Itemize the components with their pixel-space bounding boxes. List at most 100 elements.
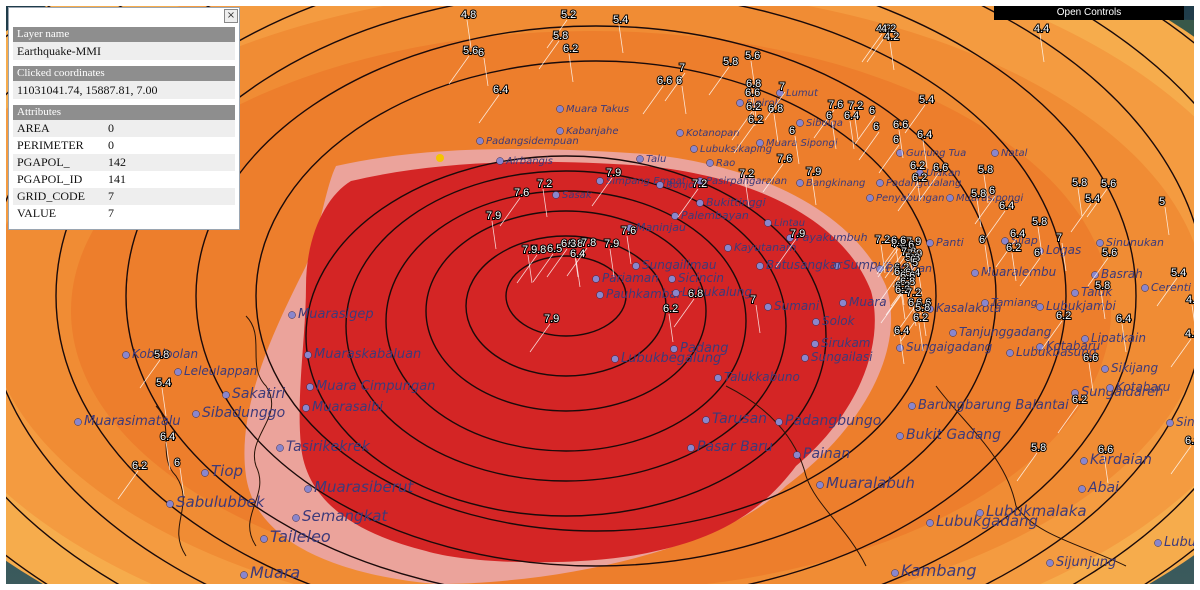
station-marker[interactable] bbox=[1141, 284, 1149, 292]
station-marker[interactable] bbox=[1071, 389, 1079, 397]
station-marker[interactable] bbox=[74, 418, 82, 426]
station-marker[interactable] bbox=[288, 311, 296, 319]
station-marker[interactable] bbox=[1096, 239, 1104, 247]
station-marker[interactable] bbox=[971, 269, 979, 277]
station-marker[interactable] bbox=[891, 569, 899, 577]
mmi-leader-line bbox=[918, 172, 940, 202]
station-marker[interactable] bbox=[596, 291, 604, 299]
station-marker[interactable] bbox=[687, 444, 695, 452]
mmi-value-label: 6.2 bbox=[1072, 394, 1087, 406]
station-marker[interactable] bbox=[240, 571, 248, 579]
station-marker[interactable] bbox=[1081, 335, 1089, 343]
station-marker[interactable] bbox=[833, 262, 841, 270]
station-marker[interactable] bbox=[756, 262, 764, 270]
station-marker[interactable] bbox=[1078, 485, 1086, 493]
station-marker[interactable] bbox=[1036, 303, 1044, 311]
station-marker[interactable] bbox=[1071, 289, 1079, 297]
station-marker[interactable] bbox=[896, 432, 904, 440]
station-marker[interactable] bbox=[592, 275, 600, 283]
station-marker[interactable] bbox=[656, 181, 664, 189]
station-marker[interactable] bbox=[786, 234, 794, 242]
station-marker[interactable] bbox=[1106, 384, 1114, 392]
station-marker[interactable] bbox=[556, 105, 564, 113]
station-marker[interactable] bbox=[775, 418, 783, 426]
station-marker[interactable] bbox=[714, 374, 722, 382]
station-marker[interactable] bbox=[276, 444, 284, 452]
station-marker[interactable] bbox=[991, 149, 999, 157]
station-marker[interactable] bbox=[476, 137, 484, 145]
station-marker[interactable] bbox=[611, 355, 619, 363]
station-marker[interactable] bbox=[1080, 457, 1088, 465]
station-marker[interactable] bbox=[949, 329, 957, 337]
station-marker[interactable] bbox=[736, 99, 744, 107]
station-marker[interactable] bbox=[1166, 419, 1174, 427]
station-marker[interactable] bbox=[636, 155, 644, 163]
station-marker[interactable] bbox=[926, 305, 934, 313]
close-icon[interactable]: × bbox=[224, 9, 238, 23]
station-marker[interactable] bbox=[552, 191, 560, 199]
station-marker[interactable] bbox=[626, 224, 634, 232]
station-marker[interactable] bbox=[796, 119, 804, 127]
station-marker[interactable] bbox=[632, 262, 640, 270]
station-marker[interactable] bbox=[122, 351, 130, 359]
mmi-leader-line bbox=[895, 247, 901, 277]
station-marker[interactable] bbox=[668, 275, 676, 283]
station-marker[interactable] bbox=[926, 519, 934, 527]
station-marker[interactable] bbox=[671, 212, 679, 220]
station-marker[interactable] bbox=[166, 500, 174, 508]
open-controls-button[interactable]: Open Controls bbox=[994, 6, 1184, 20]
station-marker[interactable] bbox=[1001, 237, 1009, 245]
station-marker[interactable] bbox=[724, 244, 732, 252]
station-marker[interactable] bbox=[696, 199, 704, 207]
station-marker[interactable] bbox=[981, 299, 989, 307]
station-marker[interactable] bbox=[1101, 365, 1109, 373]
station-marker[interactable] bbox=[812, 318, 820, 326]
station-marker[interactable] bbox=[201, 469, 209, 477]
station-marker[interactable] bbox=[174, 368, 182, 376]
place-label: Muaralembu bbox=[981, 265, 1057, 279]
mmi-value-label: 6.4 bbox=[570, 248, 585, 260]
station-marker[interactable] bbox=[796, 179, 804, 187]
station-marker[interactable] bbox=[811, 340, 819, 348]
station-marker[interactable] bbox=[793, 451, 801, 459]
station-marker[interactable] bbox=[946, 194, 954, 202]
station-marker[interactable] bbox=[292, 514, 300, 522]
mmi-value-label: 7.9 bbox=[604, 238, 619, 250]
station-marker[interactable] bbox=[702, 416, 710, 424]
station-marker[interactable] bbox=[816, 481, 824, 489]
station-marker[interactable] bbox=[676, 129, 684, 137]
station-marker[interactable] bbox=[926, 239, 934, 247]
station-marker[interactable] bbox=[192, 410, 200, 418]
station-marker[interactable] bbox=[690, 145, 698, 153]
station-marker[interactable] bbox=[764, 219, 772, 227]
station-marker[interactable] bbox=[1154, 539, 1162, 547]
station-marker[interactable] bbox=[670, 345, 678, 353]
station-marker[interactable] bbox=[696, 177, 704, 185]
station-marker[interactable] bbox=[496, 157, 504, 165]
station-marker[interactable] bbox=[756, 139, 764, 147]
station-marker[interactable] bbox=[801, 354, 809, 362]
station-marker[interactable] bbox=[764, 303, 772, 311]
station-marker[interactable] bbox=[304, 351, 312, 359]
station-marker[interactable] bbox=[976, 509, 984, 517]
station-marker[interactable] bbox=[1006, 349, 1014, 357]
mmi-leader-line bbox=[983, 174, 989, 204]
station-marker[interactable] bbox=[302, 404, 310, 412]
station-marker[interactable] bbox=[908, 402, 916, 410]
station-marker[interactable] bbox=[304, 485, 312, 493]
station-marker[interactable] bbox=[866, 194, 874, 202]
station-marker[interactable] bbox=[556, 127, 564, 135]
epicenter-marker[interactable] bbox=[436, 154, 444, 162]
earthquake-map[interactable]: Muarasigep Muaraskabaluan Muara Cimpungan M… bbox=[6, 6, 1194, 584]
station-marker[interactable] bbox=[706, 159, 714, 167]
mmi-leader-line bbox=[673, 298, 695, 328]
station-marker[interactable] bbox=[596, 177, 604, 185]
station-marker[interactable] bbox=[839, 299, 847, 307]
station-marker[interactable] bbox=[260, 535, 268, 543]
station-marker[interactable] bbox=[306, 383, 314, 391]
station-marker[interactable] bbox=[876, 179, 884, 187]
station-marker[interactable] bbox=[222, 391, 230, 399]
station-marker[interactable] bbox=[1046, 559, 1054, 567]
station-marker[interactable] bbox=[672, 289, 680, 297]
station-marker[interactable] bbox=[776, 89, 784, 97]
